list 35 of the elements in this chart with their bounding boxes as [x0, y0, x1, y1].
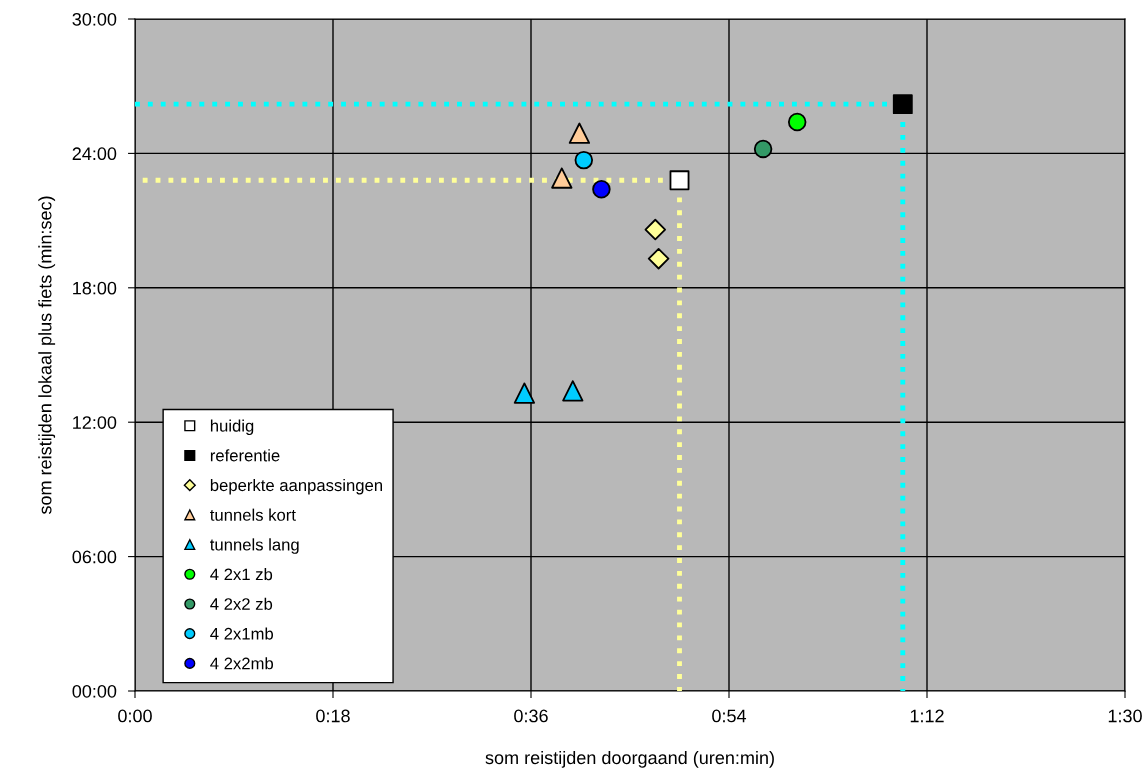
legend-label: 4 2x2mb: [210, 657, 274, 670]
legend-label: 4 2x2 zb: [210, 597, 273, 610]
legend-label: tunnels lang: [210, 538, 299, 554]
point: [574, 150, 594, 170]
point: [647, 247, 670, 270]
legend-label: beperkte aanpassingen: [210, 478, 382, 495]
point: [568, 122, 591, 144]
point: [753, 139, 773, 159]
x-axis-title: som reistijden doorgaand (uren:min): [485, 750, 774, 768]
x-tick-label: 1:30: [1108, 709, 1142, 723]
x-tick-label: 0:54: [712, 709, 747, 723]
x-tick-label: 1:12: [910, 709, 944, 723]
y-tick-label: 00:00: [72, 684, 117, 698]
point: [551, 167, 573, 189]
y-axis-title: som reistijden lokaal plus fiets (min:sec): [38, 196, 56, 515]
point: [669, 170, 690, 191]
y-tick-label: 06:00: [72, 550, 117, 564]
legend-label: 4 2x1mb: [210, 627, 274, 640]
y-tick-label: 18:00: [73, 281, 117, 295]
y-tick-label: 30:00: [72, 12, 117, 26]
x-tick-label: 0:18: [316, 709, 350, 723]
point: [892, 94, 913, 115]
point: [562, 380, 584, 402]
legend-label: 4 2x1 zb: [210, 568, 273, 581]
legend-label: referentie: [210, 449, 280, 462]
x-tick-label: 0:00: [118, 709, 152, 723]
point: [513, 382, 536, 404]
y-tick-label: 12:00: [73, 416, 117, 429]
point: [787, 112, 807, 132]
y-tick-label: 24:00: [72, 147, 117, 161]
legend-label: huidig: [210, 419, 254, 436]
legend-label: tunnels kort: [210, 508, 296, 521]
point: [592, 180, 611, 199]
x-tick-label: 0:36: [514, 709, 548, 723]
point: [644, 218, 667, 241]
